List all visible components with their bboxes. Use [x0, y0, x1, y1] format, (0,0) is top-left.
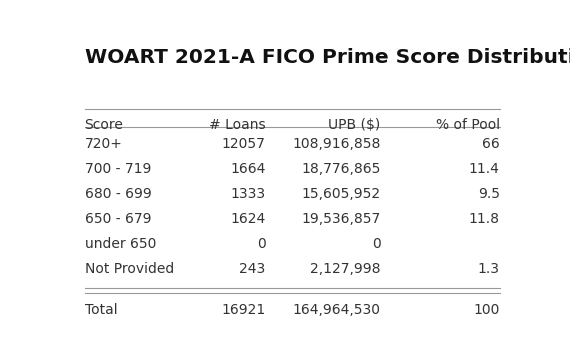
Text: 9.5: 9.5 — [478, 187, 500, 201]
Text: 66: 66 — [482, 137, 500, 151]
Text: 1333: 1333 — [230, 187, 266, 201]
Text: % of Pool: % of Pool — [435, 118, 500, 132]
Text: Score: Score — [84, 118, 123, 132]
Text: Total: Total — [84, 303, 117, 317]
Text: WOART 2021-A FICO Prime Score Distribution: WOART 2021-A FICO Prime Score Distributi… — [84, 48, 570, 67]
Text: 680 - 699: 680 - 699 — [84, 187, 151, 201]
Text: UPB ($): UPB ($) — [328, 118, 381, 132]
Text: # Loans: # Loans — [209, 118, 266, 132]
Text: under 650: under 650 — [84, 237, 156, 251]
Text: 720+: 720+ — [84, 137, 123, 151]
Text: 164,964,530: 164,964,530 — [292, 303, 381, 317]
Text: 19,536,857: 19,536,857 — [301, 212, 381, 226]
Text: 11.8: 11.8 — [469, 212, 500, 226]
Text: 100: 100 — [473, 303, 500, 317]
Text: 18,776,865: 18,776,865 — [301, 162, 381, 176]
Text: Not Provided: Not Provided — [84, 262, 174, 276]
Text: 1664: 1664 — [230, 162, 266, 176]
Text: 12057: 12057 — [222, 137, 266, 151]
Text: 11.4: 11.4 — [469, 162, 500, 176]
Text: 1624: 1624 — [230, 212, 266, 226]
Text: 0: 0 — [372, 237, 381, 251]
Text: 0: 0 — [257, 237, 266, 251]
Text: 700 - 719: 700 - 719 — [84, 162, 151, 176]
Text: 650 - 679: 650 - 679 — [84, 212, 151, 226]
Text: 15,605,952: 15,605,952 — [302, 187, 381, 201]
Text: 2,127,998: 2,127,998 — [310, 262, 381, 276]
Text: 108,916,858: 108,916,858 — [292, 137, 381, 151]
Text: 243: 243 — [239, 262, 266, 276]
Text: 16921: 16921 — [221, 303, 266, 317]
Text: 1.3: 1.3 — [478, 262, 500, 276]
